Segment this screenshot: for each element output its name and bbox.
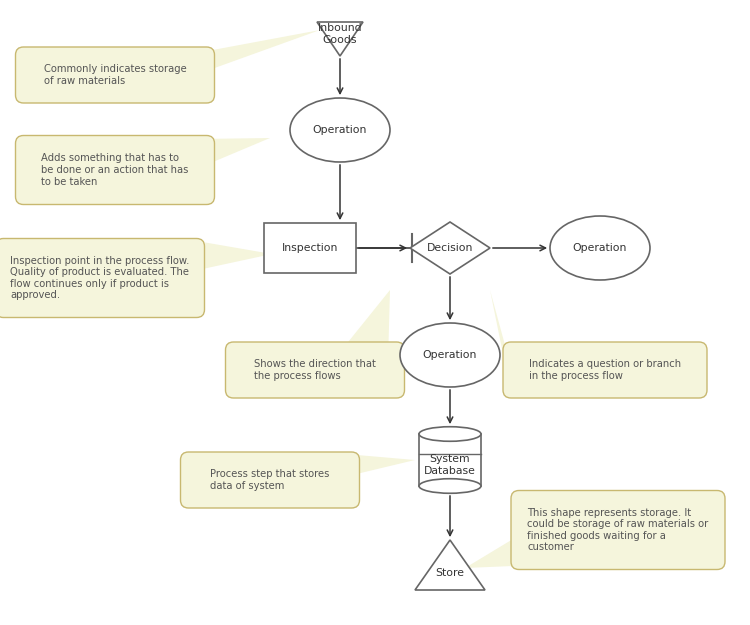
FancyBboxPatch shape [503,342,707,398]
Ellipse shape [400,323,500,387]
Text: Inspection point in the process flow.
Quality of product is evaluated. The
flow : Inspection point in the process flow. Qu… [10,256,190,301]
Polygon shape [346,290,390,344]
FancyBboxPatch shape [419,434,481,486]
Ellipse shape [419,479,481,493]
Text: Indicates a question or branch
in the process flow: Indicates a question or branch in the pr… [529,359,681,381]
FancyBboxPatch shape [16,136,214,204]
FancyBboxPatch shape [0,239,205,318]
Text: System
Database: System Database [424,454,476,476]
Polygon shape [410,222,490,274]
FancyBboxPatch shape [226,342,404,398]
FancyBboxPatch shape [511,491,725,569]
Text: Process step that stores
data of system: Process step that stores data of system [210,469,330,491]
Text: Store: Store [436,568,464,578]
Polygon shape [202,242,272,269]
Polygon shape [358,455,415,474]
Text: Adds something that has to
be done or an action that has
to be taken: Adds something that has to be done or an… [41,153,189,187]
FancyBboxPatch shape [181,452,359,508]
Ellipse shape [290,98,390,162]
Polygon shape [212,30,320,69]
Ellipse shape [550,216,650,280]
Text: Shows the direction that
the process flows: Shows the direction that the process flo… [254,359,376,381]
Polygon shape [317,22,363,56]
Polygon shape [465,539,513,568]
Polygon shape [212,138,270,162]
Text: Operation: Operation [573,243,627,253]
Text: Inbound
Goods: Inbound Goods [318,23,362,45]
Text: This shape represents storage. It
could be storage of raw materials or
finished : This shape represents storage. It could … [527,508,709,552]
Text: Commonly indicates storage
of raw materials: Commonly indicates storage of raw materi… [44,64,186,86]
Text: Inspection: Inspection [282,243,338,253]
Ellipse shape [419,427,481,441]
FancyBboxPatch shape [16,47,214,103]
FancyBboxPatch shape [264,223,356,273]
Polygon shape [415,540,485,590]
Text: Operation: Operation [423,350,477,360]
Polygon shape [490,290,505,364]
Text: Operation: Operation [313,125,368,135]
Text: Decision: Decision [427,243,473,253]
